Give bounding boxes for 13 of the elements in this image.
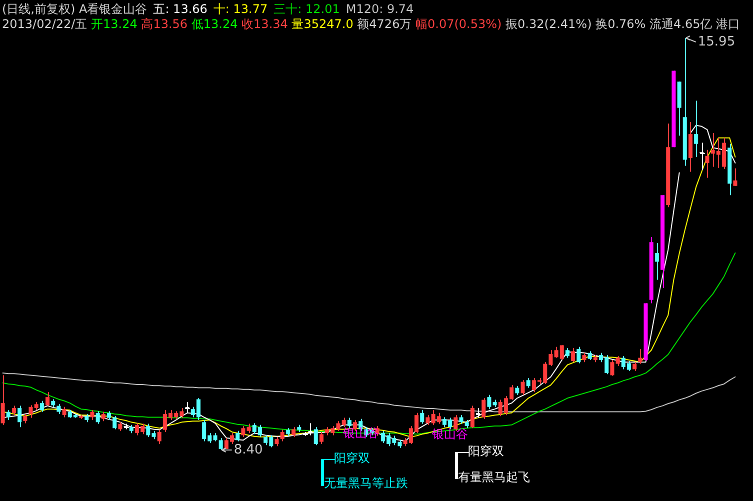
- text: 2013/02/22/五 开13.24 高13.56 低13.24 收13.34 量35247.0 额4726万 幅0.07(0.53%) 振0.32(2.41%) 换0.76% 流通4.65亿 港口: [2, 17, 740, 31]
- text: 无量黑马等止跌: [324, 476, 408, 490]
- text: 十: 13.77: [212, 2, 268, 16]
- text: M120: 9.74: [344, 2, 414, 16]
- chart-title: (日线,前复权) A看银金山谷: [2, 2, 148, 16]
- annotation: 15.95: [698, 34, 736, 50]
- candlestick: [79, 414, 84, 420]
- text: 五: 13.66: [152, 2, 208, 16]
- text: 有量黑马起飞: [458, 470, 530, 484]
- text: 阳穿双: [334, 451, 370, 465]
- annotation: 8.40: [234, 442, 263, 458]
- text: 三十: 12.01: [272, 2, 340, 16]
- annotation: 阳穿双: [468, 444, 504, 458]
